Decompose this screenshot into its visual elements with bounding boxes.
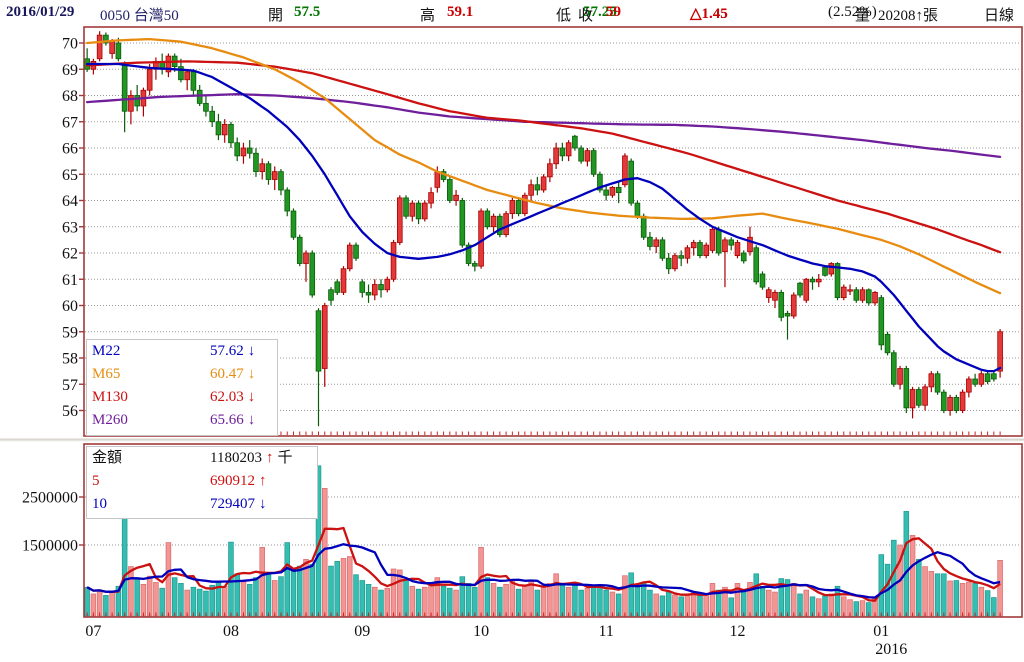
svg-text:61: 61 [62, 272, 78, 289]
open-label: 開 [268, 8, 284, 24]
svg-text:09: 09 [354, 623, 370, 640]
svg-text:57: 57 [62, 377, 78, 394]
period-selector[interactable]: 日線 [984, 8, 1015, 24]
svg-text:01: 01 [873, 623, 889, 640]
turnover-value: 1180203 [210, 450, 262, 466]
svg-text:10: 10 [473, 623, 489, 640]
down-arrow-icon: ↓ [259, 496, 267, 512]
vol-ma5-value: 690912 [210, 473, 255, 489]
ma-label: M65 [92, 366, 121, 382]
ma-label: M22 [92, 343, 121, 359]
ma-legend-row-m130: M130 62.03 ↓ [87, 386, 277, 409]
svg-text:69: 69 [62, 62, 78, 79]
up-arrow-icon: ↑ [259, 473, 267, 489]
svg-text:66: 66 [62, 141, 78, 158]
close-label: 收 [578, 8, 594, 24]
svg-text:63: 63 [62, 219, 78, 236]
svg-text:67: 67 [62, 114, 78, 131]
down-arrow-icon: ↓ [247, 412, 256, 428]
ma-value: 60.47 [210, 366, 244, 382]
low-label: 低 [556, 8, 572, 24]
vol-ma10-label: 10 [92, 496, 107, 512]
svg-text:2500000: 2500000 [22, 490, 78, 507]
ma-legend: M22 57.62 ↓ M65 60.47 ↓ M130 62.03 ↓ M26… [86, 339, 278, 436]
ma-label: M260 [92, 412, 128, 428]
change-delta: △1.45 [690, 6, 728, 22]
down-arrow-icon: ↓ [247, 366, 256, 382]
ma-value: 62.03 [210, 389, 244, 405]
down-arrow-icon: ↓ [247, 389, 256, 405]
quote-header: 2016/01/29 0050 台灣50 開 57.5 高 59.1 低 57.… [0, 0, 1024, 26]
svg-text:58: 58 [62, 351, 78, 368]
change-value: △1.45 [690, 6, 728, 22]
svg-text:2016: 2016 [875, 641, 907, 658]
svg-text:12: 12 [729, 623, 745, 640]
svg-text:60: 60 [62, 298, 78, 315]
svg-text:64: 64 [62, 193, 78, 210]
volume-label: 量 [855, 8, 871, 24]
turnover-row: 金額 1180203 ↑ 千 [87, 447, 317, 470]
unit-label: 千 [277, 450, 293, 466]
close-value: 59 [606, 4, 621, 20]
svg-text:1500000: 1500000 [22, 538, 78, 555]
low-value: 57.25 [583, 4, 617, 20]
change-percent: (2.52%) [828, 4, 877, 20]
svg-text:56: 56 [62, 403, 78, 420]
ma-value: 57.62 [210, 343, 244, 359]
svg-text:08: 08 [223, 623, 239, 640]
high-value: 59.1 [447, 4, 474, 20]
ma-legend-row-m260: M260 65.66 ↓ [87, 409, 277, 432]
volume-legend: 金額 1180203 ↑ 千 5 690912 ↑ 10 729407 ↓ [86, 446, 318, 519]
vol-ma10-row: 10 729407 ↓ [87, 493, 317, 516]
volume-value: 20208↑張 [878, 8, 939, 24]
vol-ma5-label: 5 [92, 473, 100, 489]
svg-text:68: 68 [62, 88, 78, 105]
up-arrow-icon: ↑ [265, 450, 274, 466]
ma-legend-row-m65: M65 60.47 ↓ [87, 363, 277, 386]
svg-text:11: 11 [598, 623, 613, 640]
open-value: 57.5 [294, 4, 321, 20]
svg-text:62: 62 [62, 246, 78, 263]
ma-legend-row-m22: M22 57.62 ↓ [87, 340, 277, 363]
vol-ma10-value: 729407 [210, 496, 255, 512]
ma-label: M130 [92, 389, 128, 405]
svg-text:70: 70 [62, 36, 78, 53]
turnover-label: 金額 [92, 450, 123, 466]
trade-date: 2016/01/29 [6, 4, 75, 20]
svg-text:59: 59 [62, 324, 78, 341]
high-label: 高 [420, 8, 436, 24]
down-arrow-icon: ↓ [247, 343, 256, 359]
vol-ma5-row: 5 690912 ↑ [87, 470, 317, 493]
svg-text:07: 07 [85, 623, 101, 640]
stock-symbol: 0050 台灣50 [100, 8, 179, 24]
svg-text:65: 65 [62, 167, 78, 184]
ma-value: 65.66 [210, 412, 244, 428]
